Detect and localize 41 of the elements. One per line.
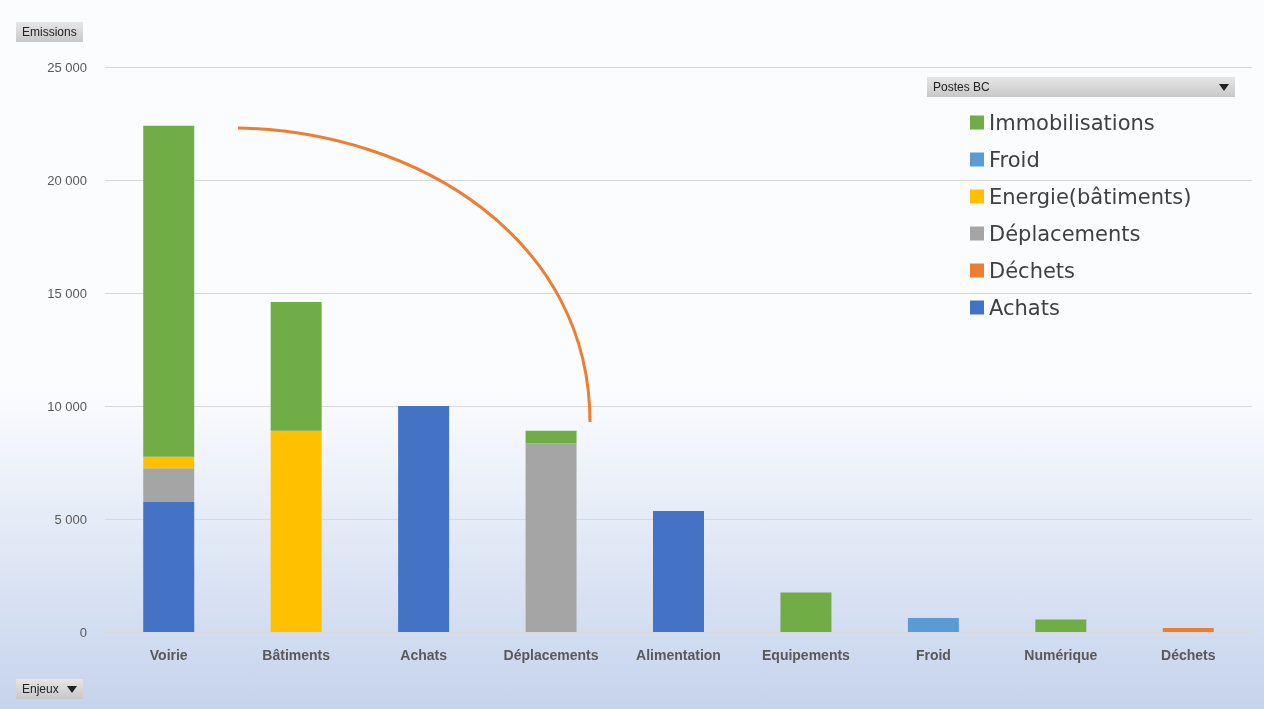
x-tick-label: Déchets	[1161, 647, 1216, 663]
legend-label: Achats	[989, 295, 1060, 320]
y-tick-label: 5 000	[54, 511, 87, 527]
bar	[653, 511, 704, 632]
field-button: Enjeux	[16, 679, 83, 699]
bar	[143, 468, 195, 503]
legend-label: Energie(bâtiments)	[989, 184, 1192, 209]
legend-label: Déplacements	[989, 221, 1141, 246]
x-tick-label: Numérique	[1024, 647, 1098, 663]
x-tick-label: Equipements	[761, 647, 851, 663]
y-tick-label: 10 000	[47, 398, 87, 414]
bar	[1162, 627, 1214, 632]
bar	[907, 617, 959, 632]
bar	[143, 125, 195, 457]
bar	[525, 443, 577, 632]
bar	[270, 302, 322, 431]
x-tick-label: Alimentation	[636, 647, 721, 663]
y-tick-label: 20 000	[47, 172, 87, 188]
bar	[780, 592, 832, 632]
field-button: Emissions	[16, 22, 83, 42]
x-tick-label: Déplacements	[503, 647, 599, 663]
bar	[143, 502, 195, 632]
bar	[143, 456, 195, 469]
legend-label: Déchets	[989, 258, 1076, 283]
field-button: Postes BC	[927, 77, 1235, 97]
y-tick-label: 15 000	[47, 285, 87, 301]
y-axis-title: Emissions	[22, 25, 77, 39]
bar	[270, 430, 322, 632]
y-tick-label: 0	[79, 624, 87, 640]
bar	[1035, 619, 1087, 632]
bar	[398, 406, 450, 632]
legend-title: Postes BC	[933, 80, 990, 94]
x-tick-label: Voirie	[149, 647, 188, 663]
x-tick-label: Froid	[915, 647, 951, 663]
x-tick-label: Achats	[400, 647, 448, 663]
legend-label: Froid	[989, 147, 1040, 172]
y-tick-label: 25 000	[47, 59, 87, 75]
x-tick-label: Bâtiments	[262, 647, 331, 663]
bar	[525, 430, 577, 444]
legend-label: Immobilisations	[989, 110, 1155, 135]
x-axis-title: Enjeux	[22, 682, 59, 696]
